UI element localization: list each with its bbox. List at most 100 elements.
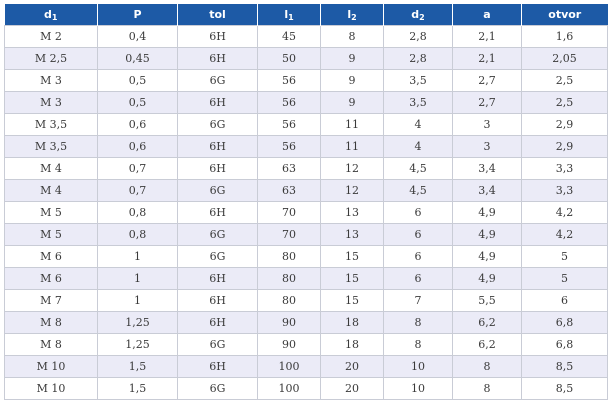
- header-l2: l2: [320, 4, 384, 26]
- cell-tol: 6H: [177, 157, 258, 180]
- cell-tol: 6H: [177, 91, 258, 114]
- cell-l1: 80: [257, 245, 321, 268]
- cell-d1: M 7: [4, 289, 98, 312]
- cell-l2: 18: [320, 311, 384, 334]
- cell-d2: 4,5: [383, 157, 453, 180]
- cell-l2: 8: [320, 25, 384, 48]
- cell-l1: 56: [257, 135, 321, 158]
- cell-tol: 6G: [177, 179, 258, 202]
- cell-l1: 70: [257, 201, 321, 224]
- thread-dimensions-table: d1 P tol l1 l2 d2 a otvor M 2 0,4 6H 45 8 2,8…: [4, 4, 608, 400]
- cell-p: 0,8: [97, 201, 178, 224]
- cell-otvor: 5: [521, 267, 608, 290]
- cell-tol: 6H: [177, 201, 258, 224]
- table-row: M 7 1 6H 80 15 7 5,5 6: [4, 289, 608, 312]
- cell-a: 3,4: [452, 179, 522, 202]
- cell-l2: 15: [320, 289, 384, 312]
- cell-otvor: 1,6: [521, 25, 608, 48]
- cell-l1: 50: [257, 47, 321, 70]
- cell-l1: 90: [257, 333, 321, 356]
- cell-otvor: 4,2: [521, 201, 608, 224]
- table-row: M 8 1,25 6H 90 18 8 6,2 6,8: [4, 311, 608, 334]
- cell-a: 6,2: [452, 311, 522, 334]
- cell-p: 0,8: [97, 223, 178, 246]
- cell-otvor: 2,5: [521, 91, 608, 114]
- cell-tol: 6H: [177, 355, 258, 378]
- cell-p: 0,6: [97, 135, 178, 158]
- table-row: M 2 0,4 6H 45 8 2,8 2,1 1,6: [4, 25, 608, 48]
- cell-d2: 10: [383, 377, 453, 400]
- cell-tol: 6G: [177, 223, 258, 246]
- cell-l1: 56: [257, 69, 321, 92]
- cell-a: 3: [452, 113, 522, 136]
- cell-p: 0,6: [97, 113, 178, 136]
- cell-l1: 63: [257, 179, 321, 202]
- cell-d2: 6: [383, 245, 453, 268]
- header-l1: l1: [257, 4, 321, 26]
- table-row: M 8 1,25 6G 90 18 8 6,2 6,8: [4, 333, 608, 356]
- cell-d1: M 6: [4, 245, 98, 268]
- cell-l1: 80: [257, 267, 321, 290]
- table-row: M 5 0,8 6G 70 13 6 4,9 4,2: [4, 223, 608, 246]
- table-row: M 4 0,7 6H 63 12 4,5 3,4 3,3: [4, 157, 608, 180]
- cell-d1: M 6: [4, 267, 98, 290]
- cell-otvor: 3,3: [521, 179, 608, 202]
- cell-d2: 3,5: [383, 91, 453, 114]
- cell-l2: 15: [320, 245, 384, 268]
- table-row: M 4 0,7 6G 63 12 4,5 3,4 3,3: [4, 179, 608, 202]
- cell-p: 1: [97, 289, 178, 312]
- cell-d2: 6: [383, 201, 453, 224]
- cell-d1: M 3,5: [4, 135, 98, 158]
- cell-l2: 11: [320, 113, 384, 136]
- cell-otvor: 8,5: [521, 377, 608, 400]
- cell-p: 0,5: [97, 91, 178, 114]
- cell-p: 0,5: [97, 69, 178, 92]
- cell-d1: M 8: [4, 311, 98, 334]
- cell-a: 8: [452, 377, 522, 400]
- cell-otvor: 2,9: [521, 135, 608, 158]
- cell-a: 4,9: [452, 223, 522, 246]
- cell-a: 3,4: [452, 157, 522, 180]
- cell-tol: 6H: [177, 289, 258, 312]
- cell-otvor: 2,5: [521, 69, 608, 92]
- cell-l2: 15: [320, 267, 384, 290]
- cell-tol: 6G: [177, 245, 258, 268]
- cell-l1: 56: [257, 113, 321, 136]
- cell-d1: M 2,5: [4, 47, 98, 70]
- cell-tol: 6H: [177, 135, 258, 158]
- cell-d2: 4,5: [383, 179, 453, 202]
- cell-otvor: 6,8: [521, 311, 608, 334]
- cell-l1: 63: [257, 157, 321, 180]
- header-otvor: otvor: [521, 4, 608, 26]
- cell-l2: 13: [320, 201, 384, 224]
- cell-p: 1,5: [97, 377, 178, 400]
- header-tol: tol: [177, 4, 258, 26]
- cell-p: 1,25: [97, 333, 178, 356]
- table-container: d1 P tol l1 l2 d2 a otvor M 2 0,4 6H 45 8 2,8…: [4, 4, 608, 400]
- table-row: M 3 0,5 6H 56 9 3,5 2,7 2,5: [4, 91, 608, 114]
- cell-p: 0,7: [97, 157, 178, 180]
- cell-l2: 12: [320, 157, 384, 180]
- cell-tol: 6G: [177, 333, 258, 356]
- cell-l2: 11: [320, 135, 384, 158]
- header-p: P: [97, 4, 178, 26]
- cell-otvor: 8,5: [521, 355, 608, 378]
- cell-otvor: 6,8: [521, 333, 608, 356]
- table-row: M 5 0,8 6H 70 13 6 4,9 4,2: [4, 201, 608, 224]
- cell-tol: 6H: [177, 47, 258, 70]
- cell-d2: 4: [383, 135, 453, 158]
- cell-p: 0,45: [97, 47, 178, 70]
- cell-l2: 12: [320, 179, 384, 202]
- cell-p: 1: [97, 267, 178, 290]
- cell-d2: 8: [383, 311, 453, 334]
- cell-l2: 9: [320, 91, 384, 114]
- cell-a: 5,5: [452, 289, 522, 312]
- cell-a: 2,1: [452, 47, 522, 70]
- table-row: M 6 1 6H 80 15 6 4,9 5: [4, 267, 608, 290]
- cell-d2: 4: [383, 113, 453, 136]
- table-row: M 3,5 0,6 6G 56 11 4 3 2,9: [4, 113, 608, 136]
- cell-d1: M 3: [4, 91, 98, 114]
- cell-d2: 2,8: [383, 25, 453, 48]
- cell-d2: 6: [383, 223, 453, 246]
- cell-a: 8: [452, 355, 522, 378]
